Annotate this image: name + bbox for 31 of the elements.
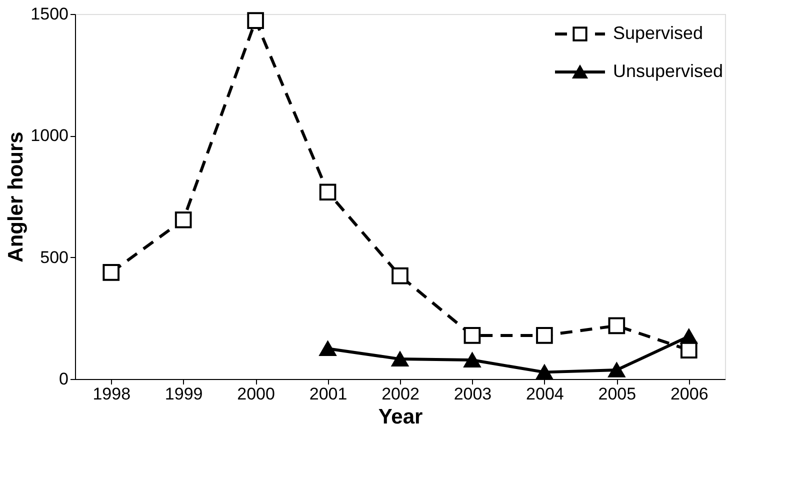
y-tick-label: 1000 (30, 126, 68, 146)
legend-label: Supervised (613, 23, 704, 43)
x-tick-label: 1999 (164, 384, 203, 404)
x-tick-label: 2005 (598, 384, 636, 404)
x-tick-label: 2004 (526, 384, 564, 404)
point (464, 352, 481, 368)
x-tick-label: 2000 (237, 384, 275, 404)
legend-label: Unsupervised (613, 61, 724, 81)
point (174, 211, 192, 228)
point (680, 328, 698, 344)
x-tick-label: 2002 (382, 384, 420, 404)
x-tick-label: 2003 (454, 384, 492, 404)
point (608, 362, 626, 378)
point (247, 12, 264, 29)
point (392, 352, 408, 366)
x-tick-label: 2006 (670, 384, 708, 404)
point (464, 327, 481, 344)
y-tick-label: 500 (40, 248, 68, 267)
point (392, 267, 408, 284)
point (608, 317, 626, 334)
point (319, 184, 336, 201)
y-axis-title: Angler hours (4, 132, 28, 262)
x-tick-label: 1998 (92, 384, 131, 404)
y-tick-label: 1500 (30, 4, 68, 24)
x-tick-label: 2001 (309, 384, 348, 404)
y-tick-label: 0 (59, 370, 68, 388)
point (536, 327, 553, 344)
point (319, 341, 336, 356)
x-axis-title: Year (378, 406, 423, 428)
point (536, 364, 553, 380)
point (102, 264, 120, 281)
